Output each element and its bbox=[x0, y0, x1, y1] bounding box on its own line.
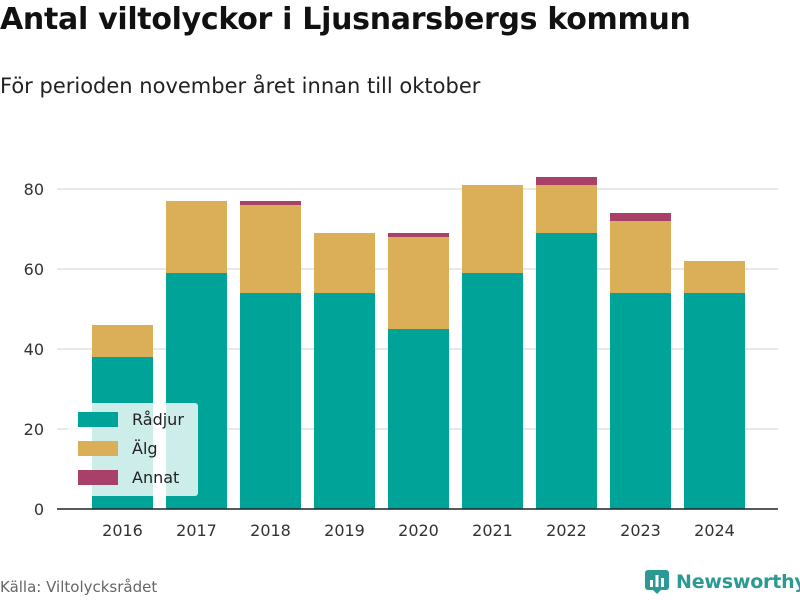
legend-swatch-rådjur bbox=[78, 412, 118, 427]
bar-segment-rådjur bbox=[314, 293, 375, 509]
bar-segment-annat bbox=[610, 213, 671, 221]
x-tick-label: 2020 bbox=[398, 521, 439, 540]
chart-subtitle: För perioden november året innan till ok… bbox=[0, 74, 481, 98]
legend-label: Älg bbox=[132, 439, 158, 458]
bar-segment-annat bbox=[536, 177, 597, 185]
x-tick-label: 2018 bbox=[250, 521, 291, 540]
bar-segment-rådjur bbox=[240, 293, 301, 509]
bar-segment-älg bbox=[240, 205, 301, 293]
x-tick-label: 2019 bbox=[324, 521, 365, 540]
y-tick-label: 40 bbox=[24, 340, 44, 359]
x-tick-label: 2023 bbox=[620, 521, 661, 540]
x-tick-label: 2024 bbox=[694, 521, 735, 540]
x-tick-label: 2021 bbox=[472, 521, 513, 540]
bar-segment-älg bbox=[92, 325, 153, 357]
y-tick-label: 60 bbox=[24, 260, 44, 279]
bar-segment-annat bbox=[388, 233, 449, 237]
bar-segment-älg bbox=[388, 237, 449, 329]
bar-segment-rådjur bbox=[388, 329, 449, 509]
y-tick-label: 20 bbox=[24, 420, 44, 439]
newsworthy-logo: Newsworthy bbox=[645, 570, 800, 594]
bar-chart-icon bbox=[645, 570, 669, 594]
bar-segment-rådjur bbox=[610, 293, 671, 509]
bar-segment-rådjur bbox=[684, 293, 745, 509]
x-tick-label: 2017 bbox=[176, 521, 217, 540]
bar-segment-rådjur bbox=[536, 233, 597, 509]
bar-segment-rådjur bbox=[462, 273, 523, 509]
brand-name: Newsworthy bbox=[676, 571, 800, 593]
legend-label: Rådjur bbox=[132, 410, 184, 429]
bar-segment-älg bbox=[462, 185, 523, 273]
bar-segment-älg bbox=[610, 221, 671, 293]
source-note: Källa: Viltolycksrådet bbox=[0, 578, 158, 596]
bar-segment-älg bbox=[314, 233, 375, 293]
legend-swatch-annat bbox=[78, 470, 118, 485]
x-tick-label: 2016 bbox=[102, 521, 143, 540]
legend-swatch-älg bbox=[78, 441, 118, 456]
bar-segment-älg bbox=[684, 261, 745, 293]
bar-segment-älg bbox=[536, 185, 597, 233]
y-tick-label: 0 bbox=[34, 500, 44, 519]
chart-title: Antal viltolyckor i Ljusnarsbergs kommun bbox=[0, 2, 691, 37]
legend-label: Annat bbox=[132, 468, 179, 487]
y-tick-label: 80 bbox=[24, 180, 44, 199]
bar-segment-annat bbox=[240, 201, 301, 205]
bar-segment-älg bbox=[166, 201, 227, 273]
x-tick-label: 2022 bbox=[546, 521, 587, 540]
